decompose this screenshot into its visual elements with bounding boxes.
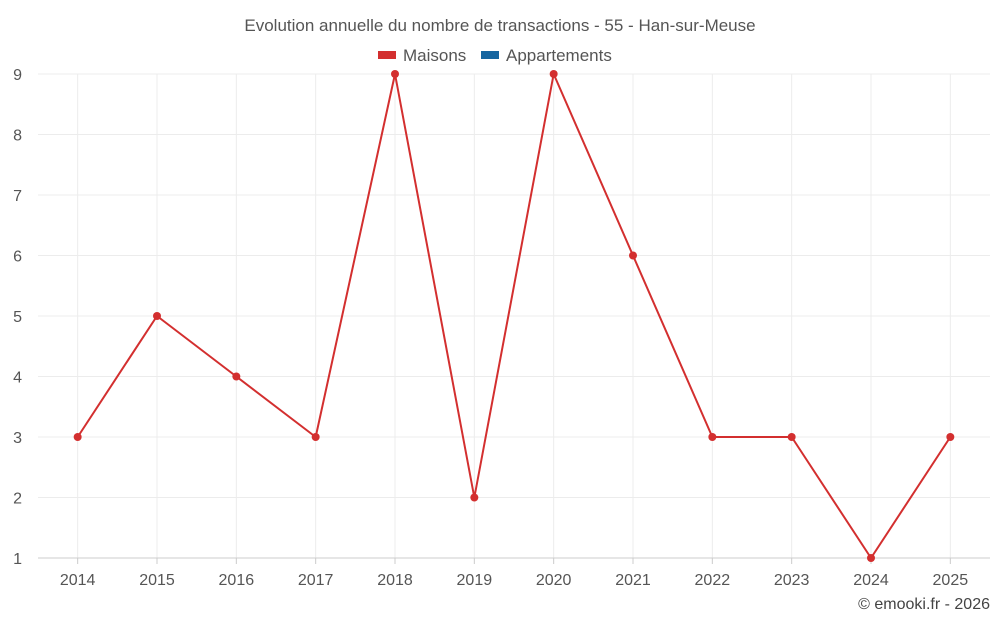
- y-tick-label: 4: [13, 370, 22, 387]
- data-point[interactable]: [708, 433, 717, 441]
- data-point[interactable]: [470, 493, 479, 502]
- x-tick-labels: 2014 2015 2016 2017 2018 2019 2020 2021 2022 2023…: [60, 572, 968, 589]
- y-tick-label: 5: [13, 309, 22, 326]
- data-point[interactable]: [787, 433, 796, 441]
- legend-item-maisons[interactable]: Maisons: [378, 46, 466, 65]
- legend-item-appartements[interactable]: Appartements: [481, 46, 612, 65]
- data-point[interactable]: [311, 433, 320, 441]
- data-point[interactable]: [867, 554, 875, 562]
- credit-text: © emooki.fr - 2026: [858, 596, 990, 613]
- y-tick-label: 1: [13, 551, 22, 568]
- legend-swatch-maisons: [378, 51, 396, 59]
- x-tick-label: 2023: [774, 572, 810, 589]
- x-tick-label: 2021: [615, 572, 651, 589]
- legend-swatch-appartements: [481, 51, 499, 59]
- data-point[interactable]: [391, 70, 399, 78]
- data-point[interactable]: [549, 70, 558, 78]
- y-tick-label: 3: [13, 430, 22, 447]
- y-tick-label: 2: [13, 491, 22, 508]
- y-tick-label: 8: [13, 128, 22, 145]
- legend-label-appartements: Appartements: [506, 46, 612, 65]
- data-point[interactable]: [153, 312, 161, 320]
- legend-label-maisons: Maisons: [403, 46, 466, 65]
- chart-title: Evolution annuelle du nombre de transact…: [244, 16, 755, 35]
- y-tick-label: 6: [13, 249, 22, 266]
- axes: [38, 557, 990, 564]
- data-point[interactable]: [232, 372, 241, 381]
- grid-lines: [38, 73, 990, 558]
- y-tick-label: 9: [13, 67, 22, 84]
- x-tick-label: 2019: [457, 572, 493, 589]
- x-tick-label: 2018: [377, 572, 413, 589]
- x-tick-label: 2015: [139, 572, 175, 589]
- x-tick-label: 2024: [853, 572, 889, 589]
- y-tick-labels: 1 2 3 4 5 6 7 8 9: [13, 67, 22, 568]
- x-tick-label: 2014: [60, 572, 96, 589]
- data-point[interactable]: [629, 251, 637, 260]
- x-tick-label: 2020: [536, 572, 572, 589]
- series-line: [76, 73, 952, 559]
- x-tick-label: 2016: [219, 572, 255, 589]
- data-point[interactable]: [73, 433, 82, 441]
- x-tick-label: 2017: [298, 572, 334, 589]
- y-tick-label: 7: [13, 188, 22, 205]
- x-tick-label: 2022: [695, 572, 731, 589]
- series-maisons: [73, 70, 955, 562]
- data-point[interactable]: [946, 433, 955, 441]
- legend: Maisons Appartements: [378, 46, 612, 65]
- x-tick-label: 2025: [933, 572, 969, 589]
